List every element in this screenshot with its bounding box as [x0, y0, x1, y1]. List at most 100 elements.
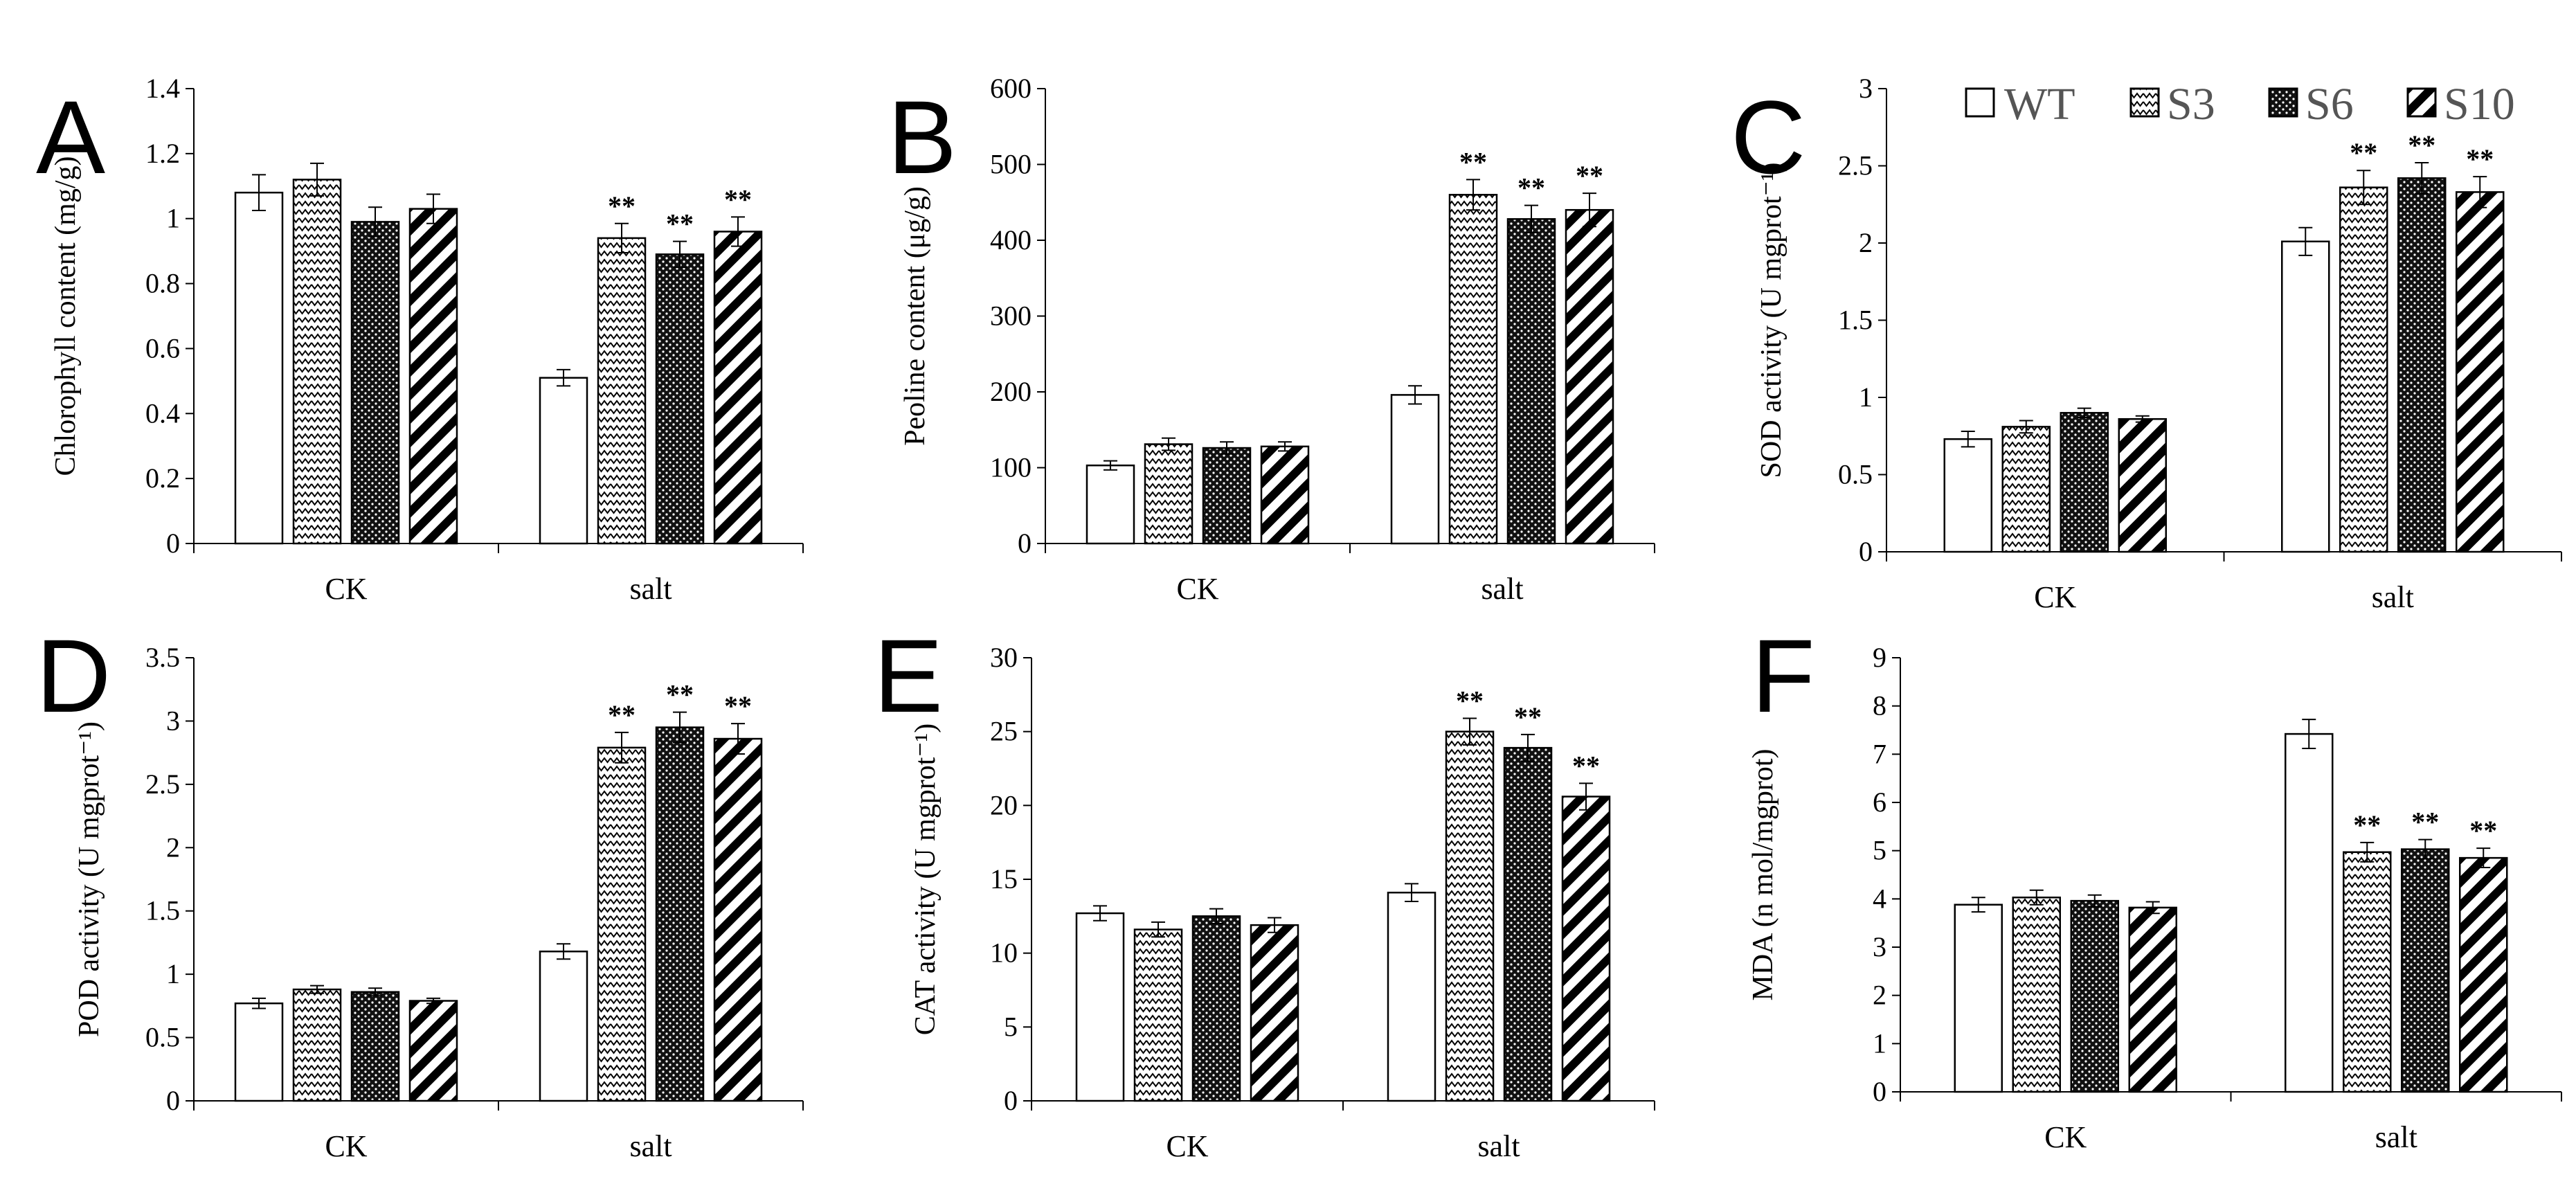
y-tick-label-e: 5	[1004, 1011, 1018, 1042]
significance-marker-f: **	[2411, 807, 2439, 838]
bar-f-wt-salt	[2285, 733, 2334, 1093]
x-category-label-a: CK	[325, 572, 367, 606]
bar-a-wt-ck	[234, 191, 284, 545]
bar-d-s10-salt	[713, 737, 763, 1102]
bar-d-s10-ck	[408, 1000, 458, 1102]
x-category-label-e: salt	[1477, 1129, 1520, 1163]
y-tick-label-e: 30	[990, 642, 1018, 673]
x-category-label-c: salt	[2372, 580, 2414, 614]
bar-e-s6-ck	[1191, 915, 1241, 1102]
y-tick-label-b: 400	[990, 224, 1032, 255]
y-tick-label-b: 100	[990, 452, 1032, 483]
bar-c-wt-ck	[1943, 438, 1992, 553]
y-tick-label-b: 200	[990, 376, 1032, 407]
significance-marker-a: **	[666, 208, 694, 240]
bar-e-wt-salt	[1387, 891, 1436, 1102]
y-tick-label-c: 2.5	[1838, 150, 1873, 181]
bar-e-s10-salt	[1561, 796, 1611, 1102]
bar-a-s10-salt	[713, 231, 763, 545]
bar-a-s6-ck	[350, 221, 400, 545]
y-axis-title-a: Chlorophyll content (mg/g)	[50, 156, 82, 476]
bar-c-s10-salt	[2456, 191, 2505, 553]
significance-marker-c: **	[2408, 129, 2435, 161]
panel-e-chart: 0 5 10 15 20 25 30 CAT activity (U mgprot⁻¹) CK s…	[910, 642, 1655, 1163]
bar-e-s3-salt	[1445, 730, 1495, 1102]
bar-c-s3-ck	[2001, 426, 2051, 553]
y-tick-label-d: 3.5	[145, 642, 180, 673]
significance-marker-a: **	[608, 190, 636, 222]
y-tick-label-f: 8	[1873, 690, 1886, 721]
y-tick-label-d: 1	[166, 958, 180, 989]
bar-b-s6-salt	[1506, 218, 1556, 545]
significance-marker-b: **	[1576, 160, 1603, 191]
y-tick-label-f: 5	[1873, 835, 1886, 866]
y-axis-title-f: MDA (n mol/mgprot)	[1747, 749, 1779, 1001]
significance-marker-e: **	[1514, 701, 1542, 733]
y-axis-title-b: Peoline content (μg/g)	[899, 186, 931, 446]
y-tick-label-d: 0	[166, 1085, 180, 1116]
y-tick-label-c: 1.5	[1838, 305, 1873, 336]
y-tick-label-e: 20	[990, 789, 1018, 820]
y-tick-label-a: 0	[166, 528, 180, 559]
y-tick-label-f: 3	[1873, 931, 1886, 962]
y-tick-label-f: 1	[1873, 1027, 1886, 1059]
y-tick-label-c: 0.5	[1838, 459, 1873, 490]
bar-e-s3-ck	[1133, 928, 1183, 1102]
bar-d-s3-salt	[597, 746, 647, 1102]
y-tick-label-d: 2	[166, 832, 180, 863]
x-category-label-b: CK	[1176, 572, 1218, 606]
legend-label-wt: WT	[2004, 79, 2075, 129]
bar-e-wt-ck	[1075, 912, 1125, 1102]
bar-d-s6-ck	[350, 991, 400, 1102]
significance-marker-f: **	[2353, 809, 2381, 841]
y-tick-label-f: 0	[1873, 1076, 1886, 1107]
y-tick-label-d: 0.5	[145, 1022, 180, 1053]
panel-letter-e: E	[874, 618, 943, 734]
bar-a-s3-salt	[597, 237, 647, 545]
y-tick-label-a: 0.8	[145, 268, 180, 299]
panel-a-chart: 0 0.2 0.4 0.6 0.8 1 1.2 1.4 Chlorophyll content …	[50, 73, 804, 606]
significance-marker-d: **	[608, 699, 636, 730]
legend-swatch-s6	[2268, 87, 2298, 118]
bar-d-s6-salt	[655, 726, 705, 1102]
y-tick-label-e: 15	[990, 863, 1018, 895]
bar-b-s10-ck	[1260, 445, 1310, 545]
bar-f-s6-salt	[2401, 848, 2450, 1093]
y-tick-label-a: 1.2	[145, 138, 180, 169]
bar-c-s6-ck	[2060, 412, 2109, 553]
bar-d-wt-salt	[539, 950, 588, 1102]
y-tick-label-c: 3	[1859, 73, 1873, 104]
y-tick-label-a: 1	[166, 203, 180, 234]
y-tick-label-d: 3	[166, 705, 180, 736]
y-tick-label-b: 600	[990, 73, 1032, 104]
panel-letter-f: F	[1751, 618, 1815, 734]
bar-c-s3-salt	[2339, 186, 2388, 553]
legend: WT S3 S6 S10	[1965, 79, 2515, 129]
bar-f-s10-salt	[2459, 856, 2508, 1093]
bar-e-s10-ck	[1250, 924, 1299, 1102]
y-axis-title-d: POD activity (U mgprot⁻¹)	[73, 721, 105, 1037]
y-tick-label-f: 2	[1873, 980, 1886, 1011]
bar-a-s6-salt	[655, 253, 705, 545]
bar-b-wt-ck	[1086, 464, 1135, 545]
legend-label-s10: S10	[2444, 79, 2515, 129]
significance-marker-d: **	[666, 679, 694, 710]
y-tick-label-e: 25	[990, 716, 1018, 747]
x-category-label-f: CK	[2044, 1120, 2087, 1154]
y-tick-label-b: 300	[990, 300, 1032, 332]
bar-a-s10-ck	[408, 208, 458, 545]
bar-c-wt-salt	[2281, 240, 2330, 553]
y-tick-label-f: 9	[1873, 642, 1886, 673]
y-tick-label-d: 2.5	[145, 769, 180, 800]
legend-label-s6: S6	[2305, 79, 2354, 129]
significance-marker-a: **	[724, 183, 752, 215]
y-axis-title-c: SOD activity (U mgprot⁻¹)	[1756, 163, 1787, 478]
y-tick-label-c: 2	[1859, 227, 1873, 258]
bar-e-s6-salt	[1503, 746, 1553, 1102]
legend-label-s3: S3	[2167, 79, 2215, 129]
x-category-label-d: salt	[629, 1129, 672, 1163]
x-category-label-d: CK	[325, 1129, 367, 1163]
panel-b-chart: 0 100 200 300 400 500 600 Peoline content (μg/g…	[899, 73, 1655, 606]
bar-c-s6-salt	[2397, 177, 2447, 553]
